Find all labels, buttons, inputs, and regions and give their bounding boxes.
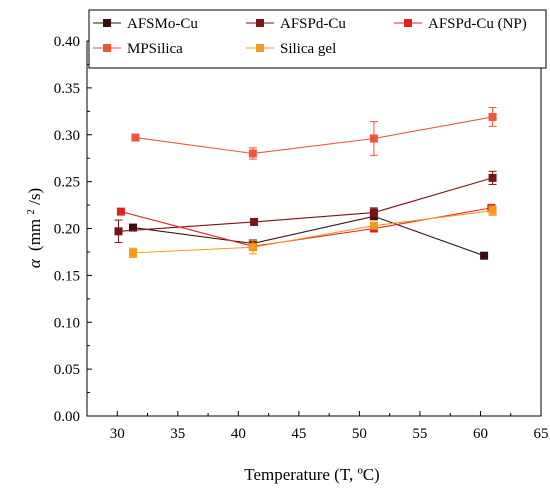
y-tick-label: 0.30 — [54, 128, 80, 144]
data-point — [488, 206, 497, 215]
y-tick-label: 0.40 — [54, 34, 80, 50]
legend-swatch-marker — [256, 44, 264, 52]
series-AFSPd-Cu — [114, 170, 497, 244]
y-tick-label: 0.10 — [54, 315, 80, 331]
y-axis-label: α (mm 2 /s) — [19, 188, 44, 268]
x-tick-label: 50 — [352, 426, 367, 442]
data-point — [131, 133, 140, 142]
ticks-layer: 30 35 40 45 50 55 60 65 0.00 0.05 0.10 0.15 0.20 0.25… — [54, 34, 549, 442]
data-point — [369, 208, 378, 217]
data-point — [248, 149, 257, 158]
legend-swatch-marker — [256, 19, 264, 27]
y-tick-label: 0.05 — [54, 362, 80, 378]
legend-label: AFSPd-Cu — [280, 16, 346, 32]
series-AFSMo-Cu — [129, 212, 489, 260]
legend: AFSMo-Cu AFSPd-Cu AFSPd-Cu (NP) MPSilica Sil… — [88, 9, 547, 69]
x-tick-label: 40 — [231, 426, 246, 442]
data-point — [116, 207, 125, 216]
series-line — [132, 210, 493, 254]
data-point — [488, 112, 497, 121]
y-axis-label-unit-prefix: (mm — [25, 219, 44, 251]
legend-label: AFSMo-Cu — [127, 16, 198, 32]
legend-swatch-marker — [103, 19, 111, 27]
y-tick-label: 0.35 — [54, 81, 80, 97]
data-point — [129, 248, 138, 257]
data-point — [480, 251, 489, 260]
legend-swatch-marker — [404, 19, 412, 27]
y-tick-label: 0.20 — [54, 222, 80, 238]
series-layer — [114, 107, 497, 260]
data-point — [129, 223, 138, 232]
x-tick-label: 30 — [110, 426, 125, 442]
series-line — [132, 215, 485, 257]
legend-label: AFSPd-Cu (NP) — [428, 16, 527, 32]
legend-label: Silica gel — [280, 41, 336, 57]
x-tick-label: 55 — [412, 426, 427, 442]
x-tick-label: 45 — [291, 426, 306, 442]
data-point — [369, 134, 378, 143]
x-tick-label: 65 — [534, 426, 549, 442]
series-MPSilica — [131, 107, 497, 160]
y-tick-label: 0.15 — [54, 268, 80, 284]
legend-label: MPSilica — [127, 41, 183, 57]
legend-box — [88, 9, 547, 69]
x-tick-label: 35 — [170, 426, 185, 442]
data-point — [114, 227, 123, 236]
y-axis-label-symbol: α — [25, 258, 44, 268]
data-point — [250, 217, 259, 226]
legend-swatch-marker — [103, 44, 111, 52]
y-tick-label: 0.25 — [54, 175, 80, 191]
x-tick-label: 60 — [473, 426, 488, 442]
series-line — [118, 177, 493, 232]
data-point — [248, 243, 257, 252]
data-point — [369, 221, 378, 230]
data-point — [488, 173, 497, 182]
y-axis-label-unit-suffix: /s) — [25, 188, 44, 205]
y-tick-label: 0.00 — [54, 409, 80, 425]
series-line — [135, 116, 493, 155]
x-axis-label: Temperature (T, ºC) — [244, 465, 379, 484]
series-Silica gel — [129, 205, 497, 259]
y-axis-label-unit-sup: 2 — [25, 209, 37, 215]
